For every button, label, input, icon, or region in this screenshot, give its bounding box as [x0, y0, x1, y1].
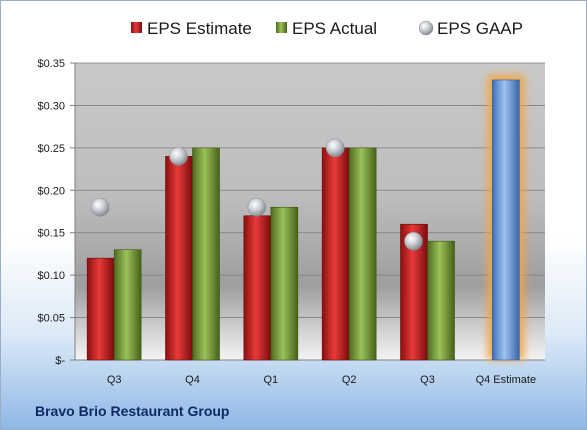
legend-swatch-estimate: [131, 22, 142, 33]
bars: [86, 74, 525, 361]
x-axis: Q3 Q4 Q1 Q2 Q3 Q4 Estimate: [75, 359, 545, 386]
eps-gaap-point: [247, 198, 267, 217]
legend-label: EPS Estimate: [147, 19, 252, 38]
eps-actual-bar: [192, 147, 220, 361]
eps-gaap-point: [404, 231, 423, 251]
y-tick-label: $0.20: [37, 185, 65, 197]
x-tick-label: Q4 Estimate: [476, 374, 537, 386]
company-name: Bravo Brio Restaurant Group: [35, 403, 230, 419]
y-axis: $- $0.05 $0.10 $0.15 $0.20 $0.25 $0.30 $0.35: [37, 58, 76, 367]
eps-estimate-bar: [86, 257, 115, 361]
x-tick-label: Q1: [263, 374, 278, 386]
x-tick-label: Q2: [342, 374, 357, 386]
x-tick-label: Q3: [420, 374, 435, 386]
eps-estimate-bar: [165, 156, 193, 361]
eps-estimate-bar: [321, 147, 350, 361]
legend-swatch-actual: [276, 22, 287, 33]
y-tick-label: $-: [55, 355, 65, 367]
y-tick-label: $0.30: [37, 100, 65, 112]
gaap-points: [90, 138, 423, 251]
y-tick-label: $0.05: [37, 313, 65, 325]
eps-estimate-bar: [243, 215, 272, 361]
eps-actual-bar: [348, 147, 377, 361]
x-tick-label: Q3: [107, 374, 122, 386]
y-tick-label: $0.15: [37, 228, 65, 240]
eps-actual-bar: [427, 240, 455, 361]
eps-gaap-point: [325, 138, 345, 158]
legend-label: EPS Actual: [292, 19, 377, 38]
legend-swatch-gaap: [418, 20, 434, 36]
y-tick-label: $0.10: [37, 270, 65, 282]
gridlines: [75, 62, 545, 361]
legend-label: EPS GAAP: [437, 19, 523, 38]
q4-estimate-bar: [492, 79, 520, 361]
plot-area: [75, 63, 545, 360]
y-tick-label: $0.25: [37, 143, 65, 155]
x-tick-label: Q4: [185, 374, 200, 386]
y-tick-label: $0.35: [37, 58, 65, 70]
eps-gaap-point: [90, 198, 110, 217]
eps-gaap-point: [169, 147, 188, 166]
legend: EPS Estimate EPS Actual EPS GAAP: [131, 19, 523, 38]
eps-actual-bar: [113, 249, 142, 361]
eps-actual-bar: [270, 206, 299, 361]
